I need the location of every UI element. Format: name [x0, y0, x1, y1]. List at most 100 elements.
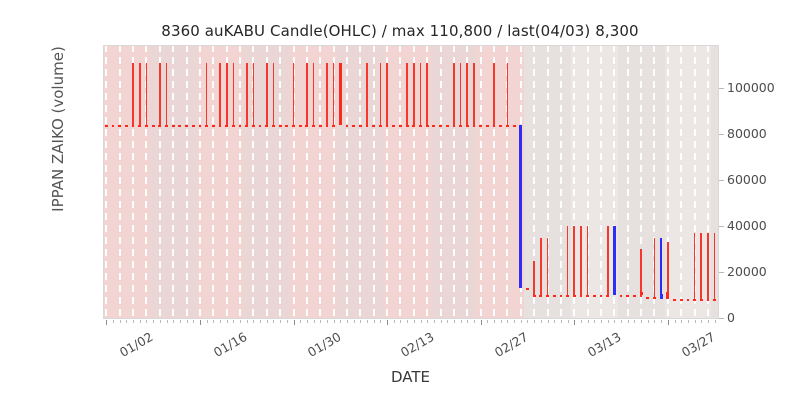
- x-tick-label: 01/30: [304, 329, 344, 361]
- x-tick-mark: [199, 320, 201, 325]
- vertical-gridline: [372, 45, 375, 318]
- x-tick-mark: [447, 320, 449, 323]
- candle-wick: [312, 63, 315, 125]
- candle-body: [552, 295, 556, 297]
- candle-body: [399, 124, 402, 127]
- x-tick-mark: [273, 320, 275, 323]
- candle-body: [526, 288, 529, 291]
- x-tick-mark: [153, 320, 155, 323]
- candle-body: [104, 124, 108, 127]
- x-tick-mark: [601, 320, 603, 323]
- candle-wick: [426, 63, 429, 125]
- candle-wick: [419, 63, 422, 125]
- vertical-gridline: [158, 45, 161, 318]
- x-tick-mark: [346, 320, 348, 323]
- background-band: [103, 45, 150, 318]
- candle-body: [706, 298, 710, 301]
- vertical-gridline: [493, 45, 496, 318]
- x-tick-mark: [286, 320, 288, 323]
- x-tick-mark: [494, 320, 496, 323]
- x-tick-mark: [594, 320, 596, 323]
- candle-body: [492, 124, 496, 127]
- candle-body: [599, 295, 603, 297]
- vertical-gridline: [252, 45, 255, 318]
- vertical-gridline: [265, 45, 268, 318]
- x-tick-mark: [667, 320, 669, 325]
- candle-wick: [713, 232, 716, 299]
- x-tick-mark: [507, 320, 509, 323]
- vertical-gridline: [640, 45, 643, 318]
- y-axis-title: IPPAN ZAIKO (volume): [49, 46, 67, 212]
- candle-body: [298, 124, 302, 127]
- y-tick-mark: [719, 226, 724, 227]
- candle-body: [499, 124, 503, 127]
- x-tick-mark: [534, 320, 536, 323]
- candle-wick: [640, 249, 642, 298]
- candle-wick: [459, 63, 462, 125]
- candle-wick: [265, 63, 268, 125]
- x-tick-mark: [607, 320, 609, 323]
- vertical-gridline: [466, 45, 469, 318]
- x-tick-mark: [420, 320, 422, 323]
- vertical-gridline: [399, 45, 402, 318]
- x-tick-mark: [226, 320, 228, 323]
- candle-body: [459, 124, 463, 127]
- x-tick-mark: [233, 320, 235, 323]
- candle-wick: [506, 63, 509, 125]
- candle-body: [472, 124, 476, 127]
- candle-body: [539, 295, 543, 297]
- x-tick-mark: [113, 320, 115, 323]
- vertical-gridline: [426, 45, 429, 318]
- x-tick-mark: [647, 320, 649, 323]
- candle-body: [432, 124, 436, 127]
- x-tick-mark: [427, 320, 429, 323]
- candle-body: [512, 124, 516, 127]
- candle-body: [151, 124, 155, 127]
- vertical-gridline: [600, 45, 603, 318]
- vertical-gridline: [359, 45, 362, 318]
- candle-body: [572, 295, 576, 297]
- candle-wick: [252, 63, 255, 125]
- candle-wick: [245, 63, 248, 125]
- vertical-gridline: [345, 45, 348, 318]
- x-tick-mark: [159, 320, 161, 323]
- vertical-gridline: [386, 45, 389, 318]
- x-tick-mark: [179, 320, 181, 323]
- y-tick-label: 80000: [727, 126, 767, 141]
- candle-wick: [453, 63, 455, 125]
- candle-wick: [138, 63, 141, 125]
- candle-body: [559, 295, 563, 297]
- vertical-gridline: [666, 45, 669, 318]
- candle-wick: [219, 63, 221, 125]
- candle-wick: [533, 260, 535, 295]
- x-tick-mark: [387, 320, 389, 325]
- candle-body: [211, 124, 215, 127]
- candle-body: [278, 124, 282, 127]
- x-tick-mark: [674, 320, 676, 323]
- x-tick-mark: [293, 320, 295, 325]
- vertical-gridline: [132, 45, 135, 318]
- vertical-gridline: [439, 45, 442, 318]
- x-tick-mark: [380, 320, 382, 323]
- candle-wick: [272, 63, 275, 125]
- x-tick-mark: [654, 320, 656, 323]
- x-tick-mark: [554, 320, 556, 323]
- vertical-gridline: [546, 45, 549, 318]
- y-tick-label: 0: [727, 310, 735, 325]
- x-tick-mark: [353, 320, 355, 323]
- candle-body: [579, 295, 583, 297]
- x-tick-mark: [574, 320, 576, 325]
- x-tick-mark: [474, 320, 475, 323]
- x-tick-mark: [433, 320, 435, 323]
- plot-border-right: [718, 45, 719, 319]
- candle-body: [185, 124, 188, 127]
- candle-body: [646, 297, 650, 300]
- x-tick-mark: [219, 320, 221, 323]
- candle-wick: [473, 63, 475, 125]
- vertical-gridline: [586, 45, 589, 318]
- x-tick-mark: [393, 320, 395, 323]
- x-tick-mark: [460, 320, 462, 323]
- vertical-gridline: [693, 45, 696, 318]
- x-tick-mark: [634, 320, 636, 323]
